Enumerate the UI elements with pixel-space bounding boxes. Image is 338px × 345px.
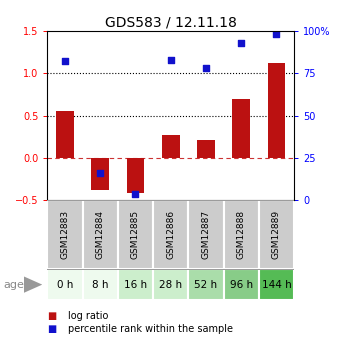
Text: age: age: [3, 280, 24, 289]
Bar: [118, 269, 153, 300]
Point: [133, 191, 138, 197]
Bar: [153, 200, 188, 269]
Text: 0 h: 0 h: [57, 280, 73, 289]
Bar: [56, 111, 74, 158]
Point: [62, 58, 68, 63]
Bar: [162, 135, 179, 158]
Bar: [223, 200, 259, 269]
Text: GSM12888: GSM12888: [237, 210, 246, 259]
Bar: [127, 158, 144, 193]
Text: ■: ■: [47, 311, 56, 321]
Bar: [153, 269, 188, 300]
Text: ■: ■: [47, 325, 56, 334]
Bar: [197, 140, 215, 158]
Title: GDS583 / 12.11.18: GDS583 / 12.11.18: [105, 16, 237, 30]
Polygon shape: [24, 276, 42, 293]
Text: GSM12883: GSM12883: [61, 210, 69, 259]
Point: [274, 31, 279, 36]
Bar: [118, 200, 153, 269]
Bar: [233, 99, 250, 158]
Text: percentile rank within the sample: percentile rank within the sample: [68, 325, 233, 334]
Bar: [47, 200, 82, 269]
Text: GSM12889: GSM12889: [272, 210, 281, 259]
Bar: [91, 158, 109, 190]
Text: GSM12886: GSM12886: [166, 210, 175, 259]
Text: GSM12887: GSM12887: [201, 210, 211, 259]
Bar: [82, 269, 118, 300]
Bar: [259, 200, 294, 269]
Point: [203, 66, 209, 71]
Text: GSM12885: GSM12885: [131, 210, 140, 259]
Bar: [188, 269, 223, 300]
Text: 96 h: 96 h: [230, 280, 253, 289]
Text: log ratio: log ratio: [68, 311, 108, 321]
Bar: [82, 200, 118, 269]
Bar: [268, 63, 285, 158]
Bar: [259, 269, 294, 300]
Point: [97, 170, 103, 176]
Text: 16 h: 16 h: [124, 280, 147, 289]
Bar: [188, 200, 223, 269]
Bar: [47, 269, 82, 300]
Text: 8 h: 8 h: [92, 280, 108, 289]
Bar: [223, 269, 259, 300]
Point: [239, 40, 244, 46]
Text: 28 h: 28 h: [159, 280, 182, 289]
Text: 144 h: 144 h: [262, 280, 291, 289]
Text: 52 h: 52 h: [194, 280, 217, 289]
Text: GSM12884: GSM12884: [96, 210, 105, 259]
Point: [168, 57, 173, 62]
